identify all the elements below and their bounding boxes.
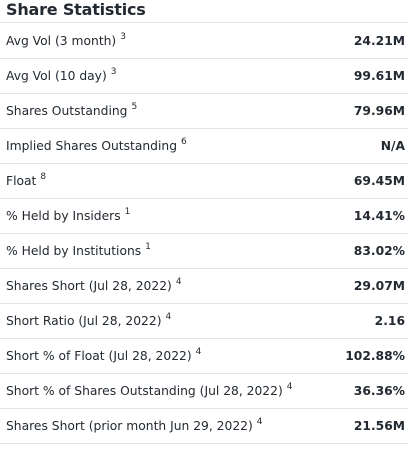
row-label-text: % Held by Institutions (6, 244, 142, 259)
row-label: Short % of Shares Outstanding (Jul 28, 2… (6, 382, 293, 399)
row-label: Avg Vol (10 day) 3 (6, 67, 117, 84)
table-row: Shares Outstanding 5 79.96M (0, 94, 408, 129)
row-value: 79.96M (353, 104, 405, 118)
footnote-marker: 4 (256, 417, 263, 428)
row-value: 14.41% (353, 209, 405, 223)
table-row: % Held by Institutions 1 83.02% (0, 234, 408, 269)
footnote-marker: 6 (181, 137, 187, 148)
statistics-table: Avg Vol (3 month) 3 24.21M Avg Vol (10 da… (0, 22, 408, 444)
footnote-marker: 3 (110, 67, 117, 78)
table-row: Short % of Float (Jul 28, 2022) 4 102.88% (0, 339, 408, 374)
row-label-text: % Held by Insiders (6, 209, 121, 224)
footnote-marker: 4 (175, 277, 182, 288)
footnote-marker: 4 (165, 312, 172, 323)
row-value: 2.16 (374, 314, 405, 328)
footnote-marker: 5 (131, 102, 138, 113)
row-label: % Held by Insiders 1 (6, 207, 131, 224)
footnote-marker: 8 (40, 172, 47, 183)
row-value: 102.88% (345, 349, 405, 363)
row-value: 99.61M (353, 69, 405, 83)
footnote-marker: 3 (120, 31, 126, 42)
table-row: Short % of Shares Outstanding (Jul 28, 2… (0, 374, 408, 409)
table-row: Avg Vol (10 day) 3 99.61M (0, 59, 408, 94)
row-label: Short % of Float (Jul 28, 2022) 4 (6, 347, 202, 364)
row-value: 69.45M (353, 174, 405, 188)
row-label: Avg Vol (3 month) 3 (6, 31, 126, 49)
table-row: % Held by Insiders 1 14.41% (0, 199, 408, 234)
row-value: N/A (380, 139, 405, 153)
row-label-text: Avg Vol (3 month) (6, 34, 117, 49)
footnote-marker: 4 (195, 347, 202, 358)
row-label-text: Implied Shares Outstanding (6, 139, 177, 154)
row-label-text: Shares Short (Jul 28, 2022) (6, 279, 172, 294)
row-label: % Held by Institutions 1 (6, 242, 151, 259)
row-label-text: Float (6, 174, 37, 189)
row-value: 21.56M (353, 419, 405, 433)
row-label-text: Short % of Shares Outstanding (Jul 28, 2… (6, 384, 283, 399)
row-label: Float 8 (6, 172, 47, 189)
row-label: Implied Shares Outstanding 6 (6, 137, 187, 154)
footnote-marker: 1 (124, 207, 131, 218)
table-row: Avg Vol (3 month) 3 24.21M (0, 22, 408, 59)
footnote-marker: 4 (286, 382, 293, 393)
row-label: Shares Outstanding 5 (6, 102, 138, 119)
row-label-text: Avg Vol (10 day) (6, 69, 107, 84)
row-label: Shares Short (prior month Jun 29, 2022) 4 (6, 417, 263, 434)
table-row: Short Ratio (Jul 28, 2022) 4 2.16 (0, 304, 408, 339)
table-row: Float 8 69.45M (0, 164, 408, 199)
row-label: Short Ratio (Jul 28, 2022) 4 (6, 312, 172, 329)
row-value: 83.02% (353, 244, 405, 258)
row-label-text: Shares Short (prior month Jun 29, 2022) (6, 419, 253, 434)
table-row: Implied Shares Outstanding 6 N/A (0, 129, 408, 164)
table-row: Shares Short (Jul 28, 2022) 4 29.07M (0, 269, 408, 304)
row-label-text: Shares Outstanding (6, 104, 128, 119)
row-value: 29.07M (353, 279, 405, 293)
row-label: Shares Short (Jul 28, 2022) 4 (6, 277, 182, 294)
row-label-text: Short % of Float (Jul 28, 2022) (6, 349, 192, 364)
row-value: 24.21M (353, 33, 405, 48)
table-row: Shares Short (prior month Jun 29, 2022) 4… (0, 409, 408, 444)
row-value: 36.36% (353, 384, 405, 398)
row-label-text: Short Ratio (Jul 28, 2022) (6, 314, 162, 329)
footnote-marker: 1 (145, 242, 151, 253)
section-title: Share Statistics (6, 0, 146, 19)
